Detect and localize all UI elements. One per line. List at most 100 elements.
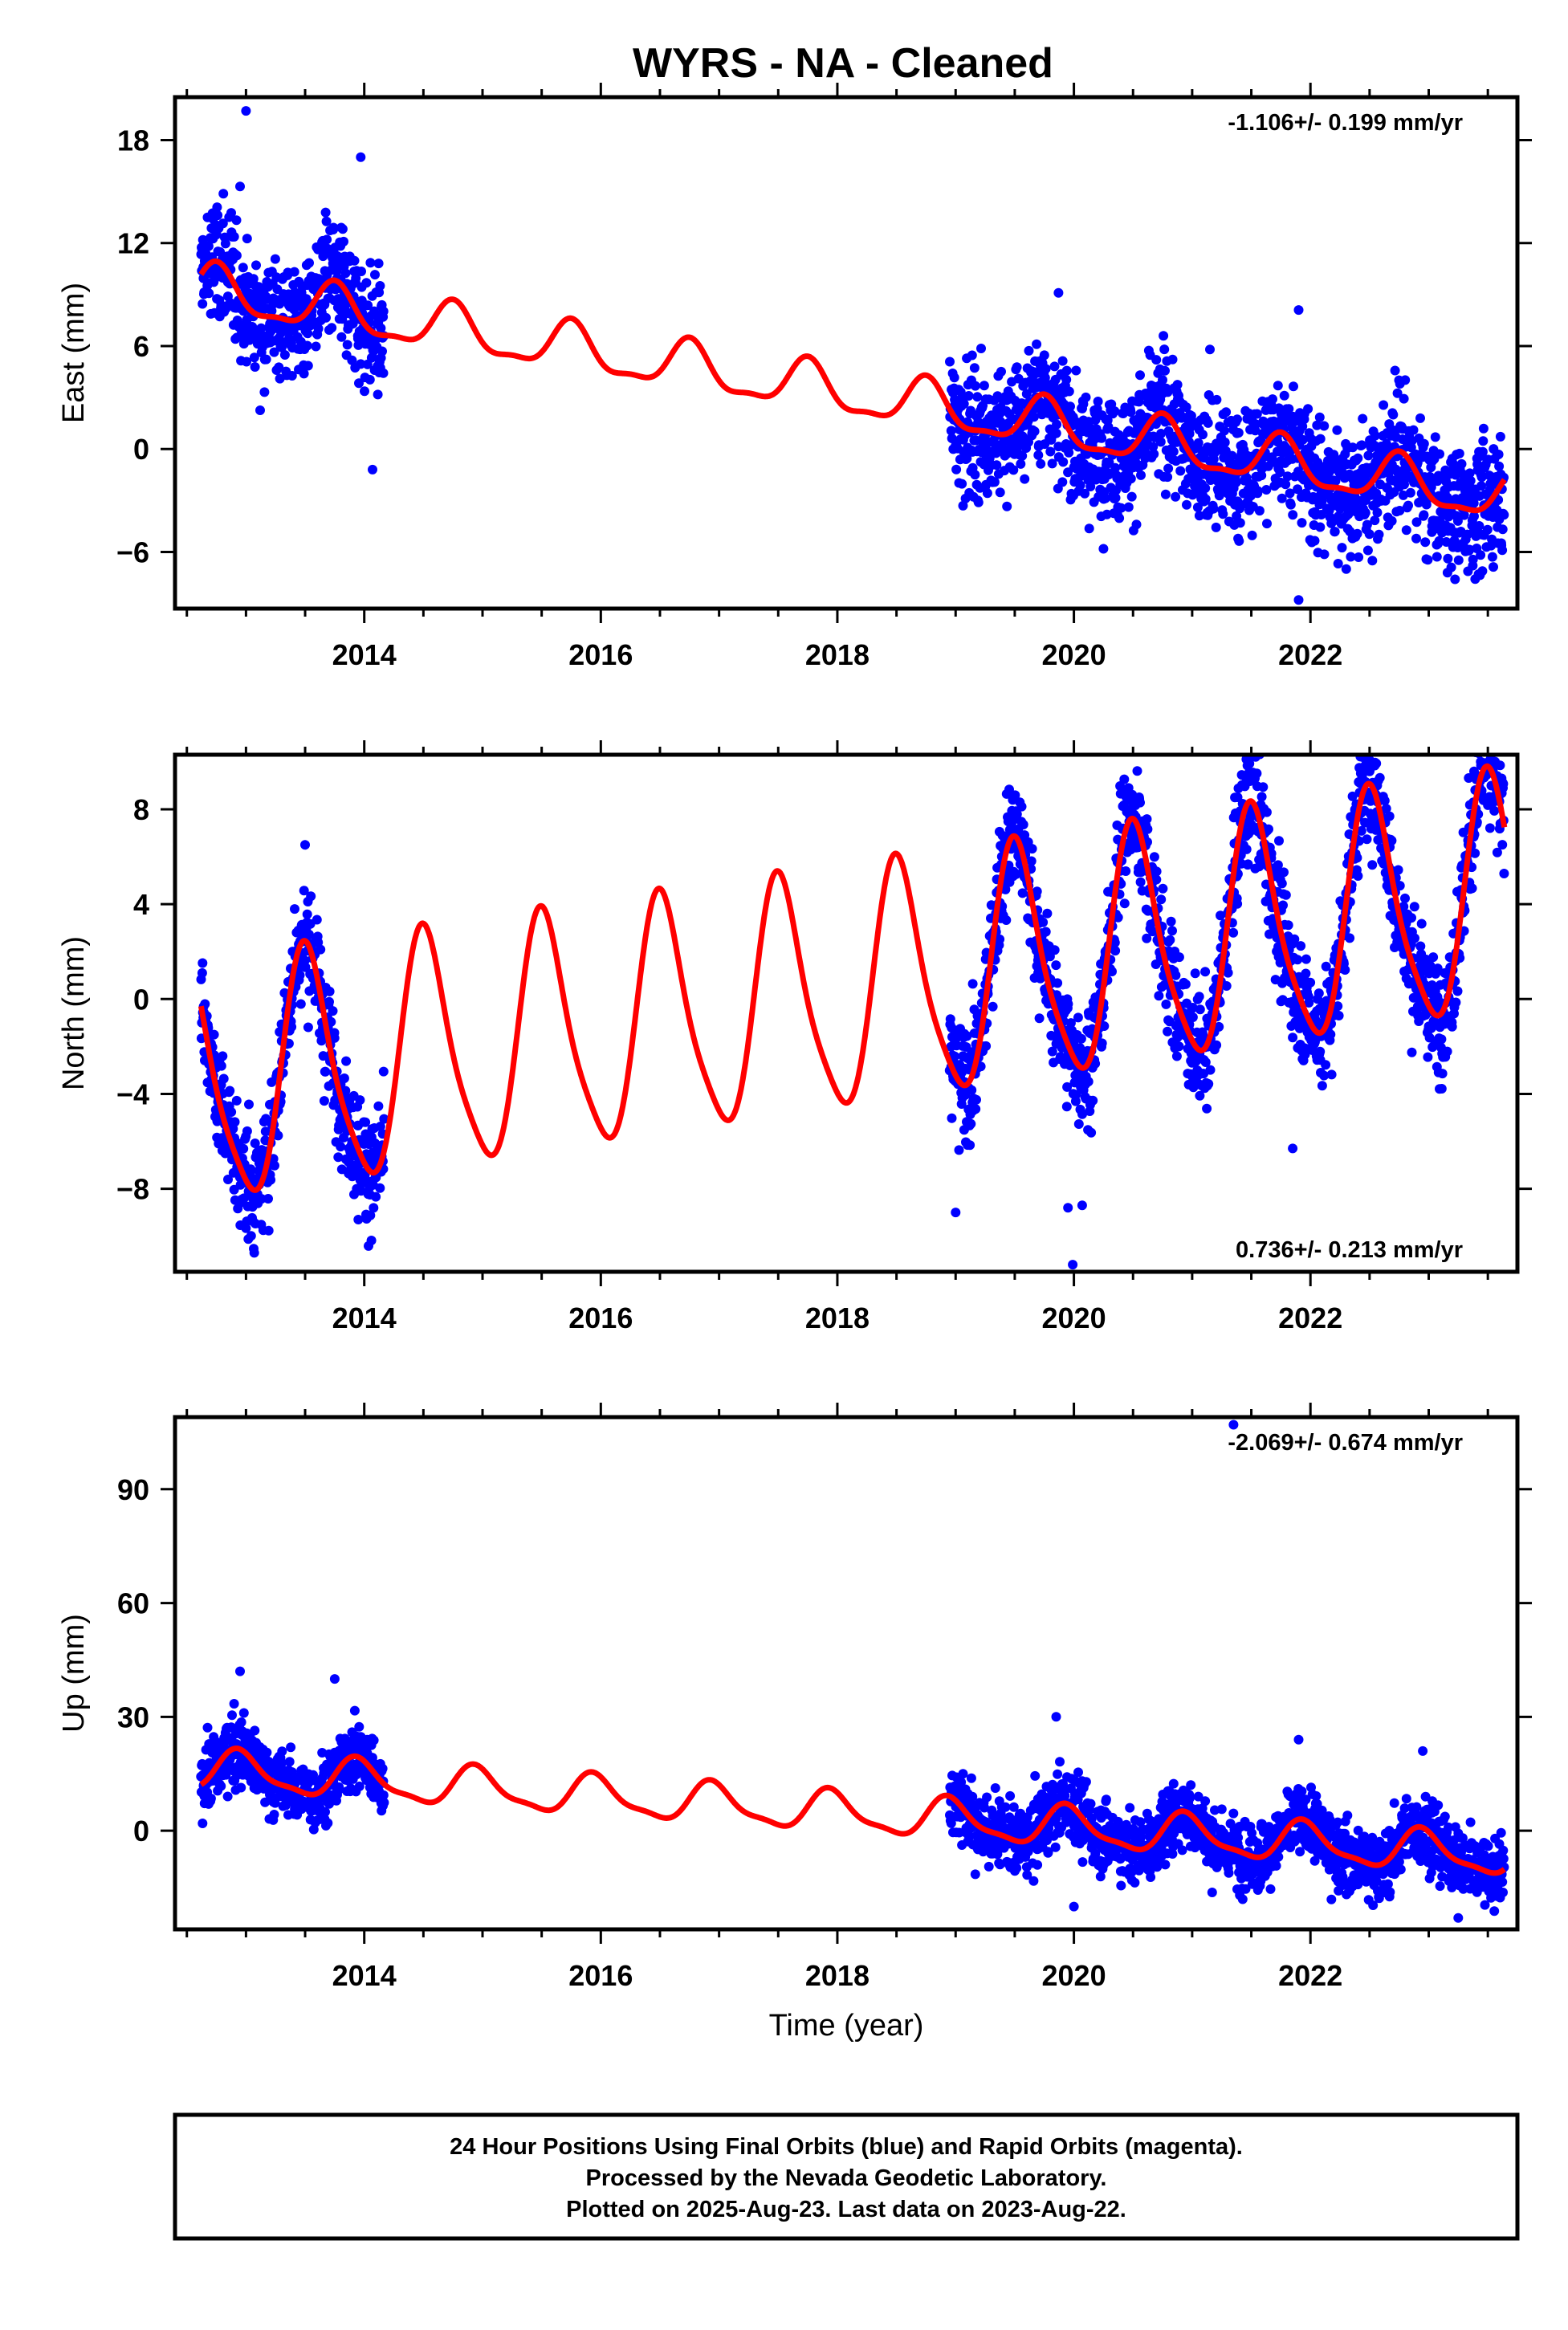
- data-point: [1012, 1863, 1022, 1873]
- data-point: [1126, 491, 1137, 502]
- data-point: [1002, 501, 1012, 511]
- data-point: [1110, 493, 1121, 503]
- data-point: [1156, 429, 1167, 438]
- data-point: [1186, 410, 1196, 421]
- data-point: [963, 391, 974, 401]
- data-point: [1395, 881, 1405, 891]
- data-point: [1104, 470, 1114, 480]
- data-point: [984, 1861, 994, 1872]
- data-point: [347, 355, 357, 365]
- data-point: [246, 1231, 256, 1241]
- data-point: [1478, 423, 1489, 434]
- data-point: [356, 267, 366, 276]
- data-point: [349, 1705, 360, 1716]
- data-point: [1408, 425, 1419, 435]
- data-point: [1262, 519, 1272, 529]
- data-point: [1042, 908, 1053, 919]
- data-point: [1165, 935, 1175, 945]
- data-point: [238, 1708, 249, 1718]
- data-point: [255, 405, 265, 415]
- y-axis-label: North (mm): [57, 936, 91, 1090]
- data-point: [1049, 945, 1060, 955]
- data-point: [1194, 992, 1204, 1002]
- data-point: [1084, 523, 1094, 534]
- data-point: [1220, 426, 1229, 436]
- data-point: [1436, 1034, 1447, 1045]
- data-point: [1205, 1065, 1216, 1075]
- data-point: [1135, 797, 1145, 808]
- data-point: [1400, 375, 1411, 385]
- data-point: [349, 255, 360, 266]
- data-point: [1485, 714, 1495, 723]
- data-point: [990, 1783, 1000, 1793]
- data-point: [1279, 390, 1289, 401]
- data-point: [1464, 544, 1475, 555]
- data-point: [270, 254, 280, 264]
- data-point: [967, 1047, 977, 1057]
- data-point: [303, 360, 313, 371]
- data-point: [1494, 461, 1505, 471]
- data-point: [1341, 564, 1351, 574]
- data-point: [1426, 482, 1436, 492]
- data-point: [1416, 919, 1427, 929]
- data-point: [1409, 902, 1419, 912]
- data-point: [1451, 997, 1461, 1008]
- data-point: [1405, 487, 1415, 498]
- data-point: [1477, 566, 1488, 576]
- data-point: [1001, 915, 1012, 925]
- data-point: [1293, 484, 1303, 495]
- data-point: [1090, 1058, 1101, 1069]
- data-point: [1401, 525, 1411, 536]
- data-point: [1452, 515, 1463, 526]
- data-point: [1252, 768, 1262, 779]
- data-point: [375, 281, 385, 291]
- data-point: [1353, 453, 1363, 463]
- data-point: [966, 1773, 976, 1783]
- data-point: [1057, 1043, 1067, 1053]
- data-point: [1051, 960, 1061, 971]
- data-point: [1191, 1056, 1201, 1066]
- data-point: [1282, 471, 1293, 482]
- data-point: [218, 218, 228, 229]
- data-point-outlier: [300, 840, 310, 850]
- data-point: [1482, 682, 1492, 692]
- data-point: [269, 347, 279, 357]
- data-point: [328, 1006, 338, 1016]
- data-point: [270, 1160, 279, 1171]
- data-point: [336, 332, 347, 342]
- data-point: [329, 1033, 340, 1043]
- y-tick-label: −4: [116, 1077, 149, 1110]
- data-point-outlier: [1288, 1143, 1298, 1154]
- data-point: [1200, 1057, 1211, 1067]
- data-point: [970, 470, 980, 480]
- data-point: [1171, 970, 1181, 980]
- data-point: [229, 1699, 239, 1709]
- data-point: [360, 1117, 371, 1127]
- data-point: [303, 328, 313, 339]
- data-point: [360, 386, 369, 397]
- data-point: [1175, 466, 1186, 476]
- data-point: [1012, 809, 1022, 820]
- data-point: [1016, 801, 1027, 812]
- data-point: [1474, 521, 1485, 531]
- data-point: [958, 500, 968, 511]
- data-point: [1041, 927, 1051, 937]
- data-point: [286, 1742, 296, 1753]
- data-point: [1465, 475, 1476, 486]
- data-point: [1281, 479, 1291, 490]
- data-point: [1303, 404, 1313, 414]
- data-point: [1156, 894, 1167, 905]
- data-point: [1273, 381, 1283, 391]
- data-point: [1163, 1026, 1173, 1037]
- data-point: [1340, 965, 1350, 975]
- model-line: [198, 258, 1507, 514]
- data-point: [279, 350, 290, 360]
- data-point: [1395, 506, 1405, 515]
- data-point: [1045, 446, 1056, 457]
- data-point: [295, 999, 306, 1009]
- data-point: [361, 278, 372, 288]
- data-point: [269, 1810, 279, 1819]
- data-point: [1142, 933, 1152, 943]
- data-point: [227, 1710, 237, 1721]
- data-point: [1343, 506, 1354, 516]
